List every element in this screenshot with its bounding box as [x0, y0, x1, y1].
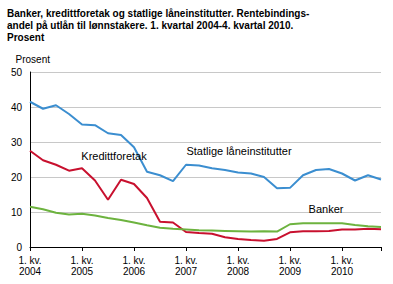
svg-text:Kredittforetak: Kredittforetak — [81, 150, 147, 162]
svg-text:Prosent: Prosent — [16, 54, 51, 65]
svg-text:1. kv.: 1. kv. — [278, 255, 301, 266]
svg-text:2005: 2005 — [71, 266, 94, 277]
svg-text:2008: 2008 — [227, 266, 250, 277]
svg-text:1. kv.: 1. kv. — [330, 255, 353, 266]
svg-text:2004: 2004 — [19, 266, 42, 277]
svg-text:1. kv.: 1. kv. — [18, 255, 41, 266]
svg-text:50: 50 — [11, 67, 23, 78]
svg-text:Banker: Banker — [309, 203, 344, 215]
svg-text:1. kv.: 1. kv. — [174, 255, 197, 266]
svg-text:andel på utlån til lønnstakere: andel på utlån til lønnstakere. 1. kvart… — [7, 20, 293, 31]
svg-text:2007: 2007 — [175, 266, 198, 277]
svg-text:40: 40 — [11, 102, 23, 113]
svg-text:Banker, kredittforetak og stat: Banker, kredittforetak og statlige lånei… — [7, 8, 309, 19]
svg-text:Prosent: Prosent — [7, 32, 45, 43]
svg-text:10: 10 — [11, 207, 23, 218]
svg-text:2006: 2006 — [123, 266, 146, 277]
svg-text:2010: 2010 — [331, 266, 354, 277]
svg-text:30: 30 — [11, 137, 23, 148]
svg-text:2009: 2009 — [279, 266, 302, 277]
svg-text:1. kv.: 1. kv. — [122, 255, 145, 266]
svg-text:20: 20 — [11, 172, 23, 183]
svg-text:1. kv.: 1. kv. — [226, 255, 249, 266]
svg-text:0: 0 — [16, 242, 22, 253]
svg-text:1. kv.: 1. kv. — [70, 255, 93, 266]
svg-text:Statlige låneinstitutter: Statlige låneinstitutter — [186, 145, 292, 157]
